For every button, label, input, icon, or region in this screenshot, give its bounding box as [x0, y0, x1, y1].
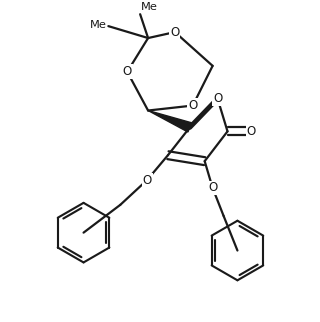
Text: O: O: [188, 99, 197, 112]
Polygon shape: [148, 110, 192, 132]
Text: Me: Me: [90, 20, 106, 30]
Text: O: O: [208, 182, 217, 194]
Text: Me: Me: [141, 2, 158, 12]
Text: O: O: [142, 174, 152, 186]
Text: O: O: [247, 125, 256, 138]
Text: O: O: [213, 92, 222, 105]
Text: O: O: [170, 25, 180, 39]
Text: O: O: [123, 65, 132, 78]
